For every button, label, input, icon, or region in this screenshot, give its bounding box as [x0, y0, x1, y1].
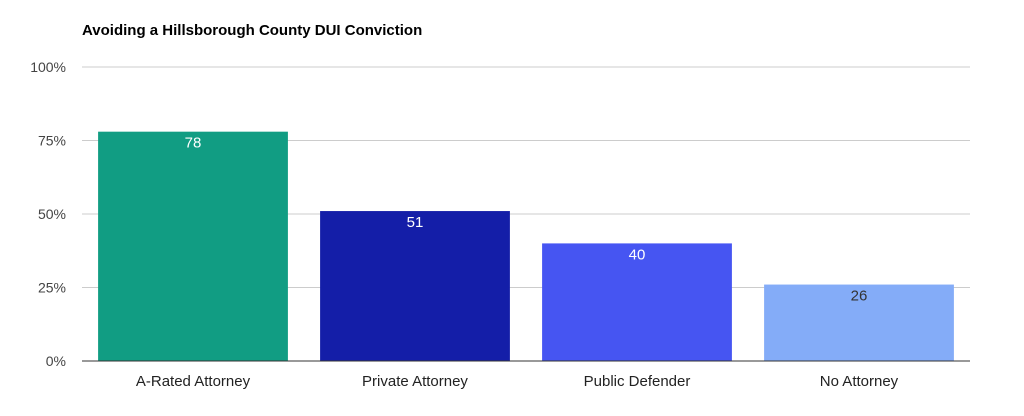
y-axis-tick-labels: 0% 25% 50% 75% 100% [30, 59, 66, 369]
x-category-label: Public Defender [584, 373, 691, 390]
bar [764, 284, 954, 361]
data-label: 78 [185, 135, 202, 152]
x-axis-category-labels: A-Rated Attorney Private Attorney Public D… [136, 373, 899, 390]
data-label: 51 [407, 214, 424, 231]
y-tick-label: 25% [38, 280, 66, 296]
x-category-label: Private Attorney [362, 373, 468, 390]
y-tick-label: 75% [38, 133, 66, 149]
bar [542, 243, 732, 361]
chart-title: Avoiding a Hillsborough County DUI Convi… [82, 22, 423, 39]
y-tick-label: 50% [38, 206, 66, 222]
y-tick-label: 100% [30, 59, 66, 75]
x-category-label: A-Rated Attorney [136, 373, 251, 390]
data-label: 26 [851, 288, 868, 305]
bar [320, 211, 510, 361]
x-category-label: No Attorney [820, 373, 899, 390]
bar [98, 131, 288, 361]
data-label: 40 [629, 246, 646, 263]
bars [98, 131, 954, 361]
data-labels: 78 51 40 26 [185, 135, 868, 305]
y-tick-label: 0% [46, 353, 66, 369]
